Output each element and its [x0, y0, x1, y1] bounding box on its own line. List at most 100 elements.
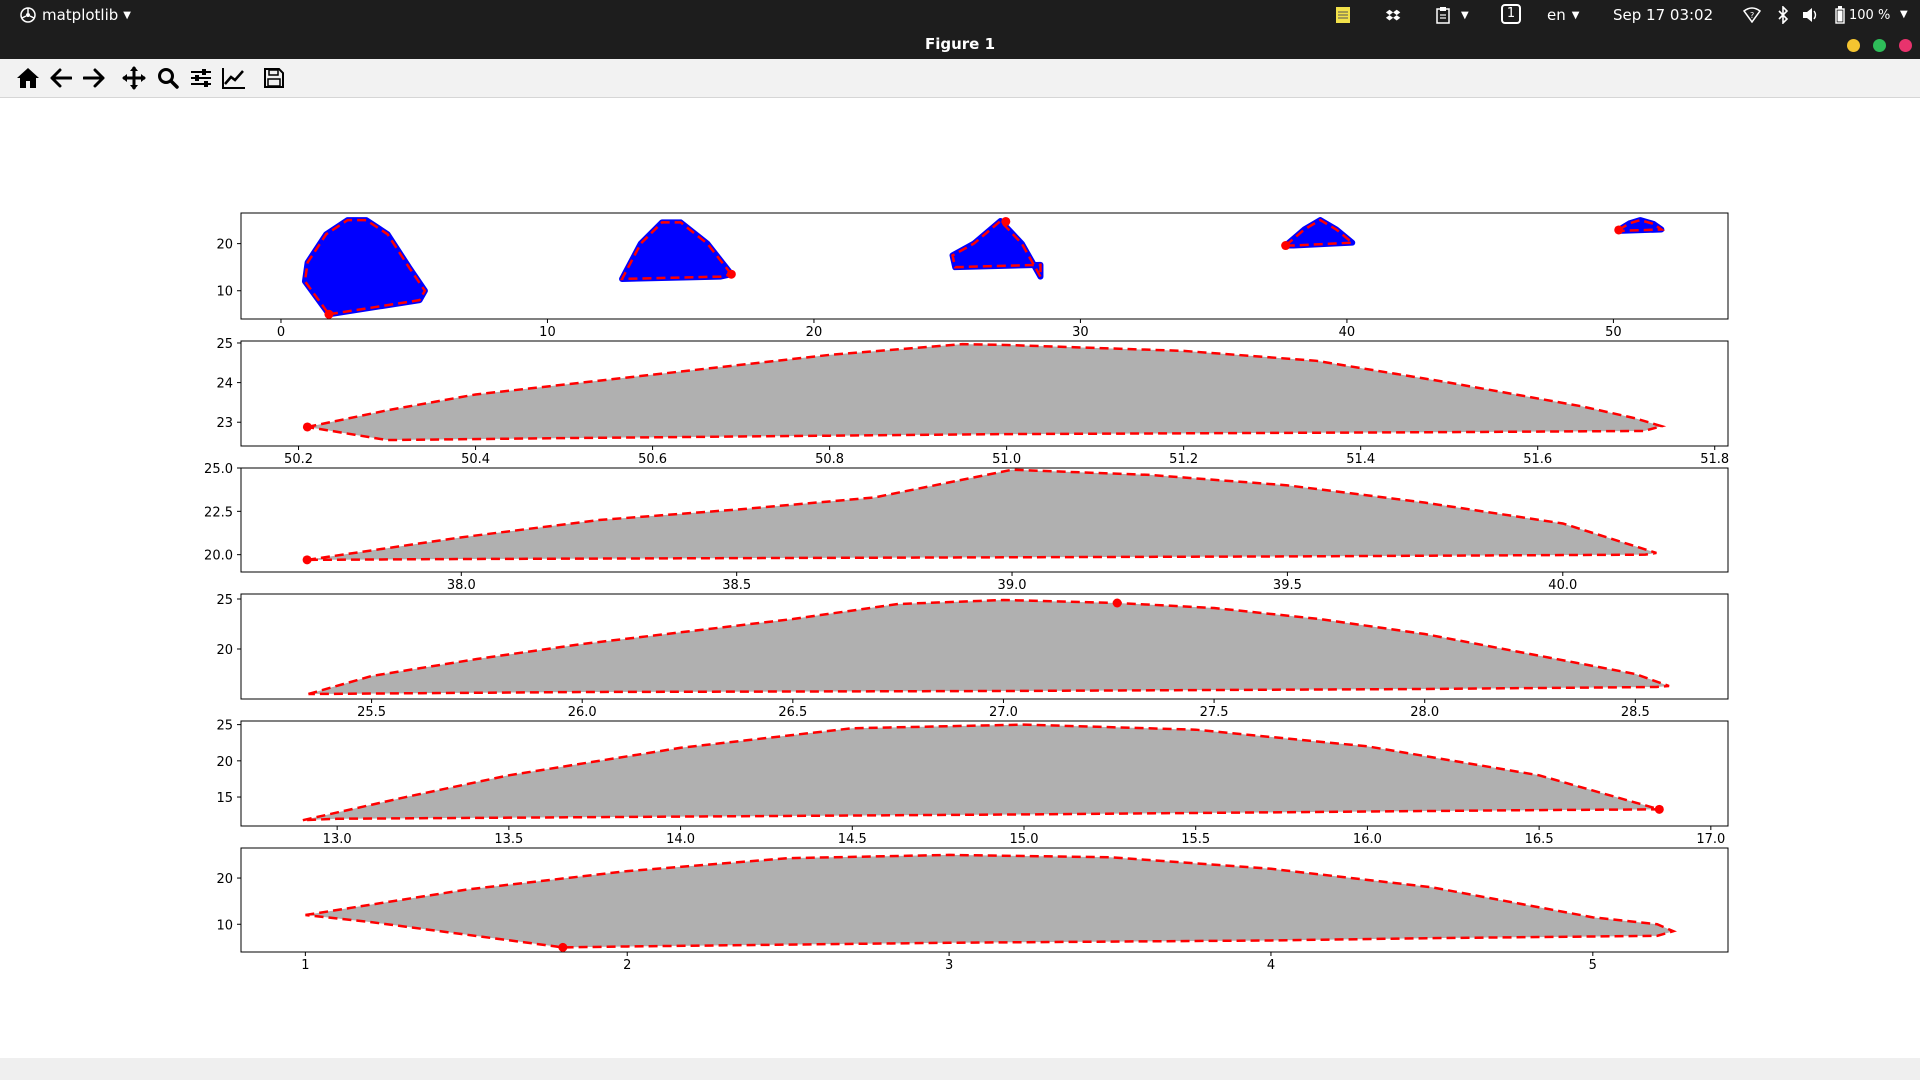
language-label: en [1547, 6, 1566, 24]
polygon-outline-5 [305, 853, 1677, 949]
maximize-button[interactable] [1873, 39, 1886, 52]
x-tick-label: 51.8 [1700, 452, 1729, 467]
notes-icon[interactable] [1335, 6, 1351, 24]
x-tick-label: 15.0 [1010, 832, 1039, 847]
x-tick-label: 38.0 [447, 578, 476, 593]
wifi-icon[interactable]: ? [1743, 7, 1761, 23]
filled-polygon-1 [307, 344, 1662, 441]
x-tick-label: 0 [277, 325, 285, 340]
shape-outline-4 [1284, 218, 1356, 247]
x-tick-label: 26.0 [568, 705, 597, 720]
x-tick-label: 26.5 [778, 705, 807, 720]
shape-outline-2 [619, 221, 733, 281]
y-tick-label: 24 [216, 377, 233, 392]
home-button[interactable] [14, 64, 42, 92]
save-button[interactable] [260, 64, 288, 92]
start-marker-1 [324, 309, 334, 319]
x-tick-label: 20 [806, 325, 823, 340]
polygon-outline-2 [306, 468, 1657, 562]
x-tick-label: 3 [945, 958, 953, 973]
system-top-bar: matplotlib ▼ ▼ 1 en ▼ Sep 17 03:02 ? [0, 0, 1920, 30]
y-tick-label: 20 [216, 872, 233, 887]
x-tick-label: 39.0 [998, 578, 1027, 593]
x-tick-label: 2 [623, 958, 631, 973]
configure-subplots-icon [191, 69, 211, 87]
x-tick-label: 39.5 [1273, 578, 1302, 593]
x-tick-label: 30 [1072, 325, 1089, 340]
forward-icon [83, 68, 105, 88]
start-marker-4 [1281, 241, 1291, 251]
dropbox-icon[interactable] [1385, 7, 1401, 23]
start-marker-2 [726, 269, 736, 279]
figure: 0 10 20 30 40 50 10 20 50.2 50.4 50.6 50.8 51.0 51.2 5… [204, 212, 1729, 973]
clipboard-menu[interactable]: ▼ [1435, 6, 1469, 24]
x-tick-label: 50.6 [638, 452, 667, 467]
y-tick-label: 20 [216, 238, 233, 253]
x-tick-label: 51.6 [1523, 452, 1552, 467]
clock[interactable]: Sep 17 03:02 [1613, 6, 1714, 24]
x-tick-label: 27.0 [989, 705, 1018, 720]
app-menu[interactable]: matplotlib ▼ [20, 5, 131, 25]
back-icon [50, 68, 72, 88]
pan-button[interactable] [120, 64, 148, 92]
back-button[interactable] [47, 64, 75, 92]
x-tick-label: 51.2 [1169, 452, 1198, 467]
zoom-button[interactable] [154, 64, 182, 92]
y-tick-label: 25.0 [204, 462, 233, 477]
start-marker-3 [1001, 216, 1011, 226]
y-tick-label: 25 [216, 593, 233, 608]
bluetooth-icon[interactable] [1777, 6, 1789, 24]
y-tick-label: 22.5 [204, 505, 233, 520]
x-tick-label: 27.5 [1200, 705, 1229, 720]
y-tick-label: 15 [216, 791, 233, 806]
figure-canvas[interactable]: 0 10 20 30 40 50 10 20 50.2 50.4 50.6 50.8 51.0 51.2 5… [0, 98, 1920, 1058]
start-marker-3 [1112, 598, 1122, 608]
x-tick-label: 5 [1589, 958, 1597, 973]
workspace-indicator[interactable]: 1 [1501, 4, 1521, 24]
volume-icon[interactable] [1802, 7, 1820, 23]
configure-subplots-button[interactable] [187, 64, 215, 92]
window-title: Figure 1 [924, 35, 996, 53]
x-tick-label: 51.4 [1346, 452, 1375, 467]
edit-axis-icon [222, 68, 245, 89]
shape-outline-5 [1618, 218, 1666, 233]
battery-indicator[interactable]: 100 % [1835, 6, 1890, 24]
status-bar [0, 1058, 1920, 1080]
app-icon [20, 7, 36, 23]
x-tick-label: 40.0 [1548, 578, 1577, 593]
clipboard-icon [1436, 7, 1450, 24]
filled-polygon-2 [307, 469, 1657, 560]
app-name: matplotlib [42, 6, 119, 24]
x-tick-label: 13.0 [323, 832, 352, 847]
y-tick-label: 10 [216, 918, 233, 933]
chevron-down-icon[interactable]: ▼ [1900, 9, 1908, 20]
shape-outline-1 [303, 218, 427, 316]
minimize-button[interactable] [1847, 39, 1860, 52]
start-marker-4 [1654, 804, 1664, 814]
x-tick-label: 38.5 [722, 578, 751, 593]
start-marker-5 [1614, 225, 1624, 235]
x-tick-label: 16.0 [1353, 832, 1382, 847]
edit-axis-button[interactable] [220, 64, 248, 92]
y-tick-label: 10 [216, 285, 233, 300]
x-tick-label: 17.0 [1696, 832, 1725, 847]
chevron-down-icon: ▼ [123, 9, 131, 21]
battery-icon [1835, 6, 1845, 24]
shape-outline-3 [951, 219, 1042, 278]
language-menu[interactable]: en ▼ [1547, 6, 1579, 24]
workspace-number: 1 [1506, 6, 1516, 21]
x-tick-label: 50.8 [815, 452, 844, 467]
filled-polygon-3 [308, 600, 1670, 694]
forward-button[interactable] [80, 64, 108, 92]
y-tick-label: 20 [216, 755, 233, 770]
x-tick-label: 50.2 [284, 452, 313, 467]
zoom-icon [158, 68, 179, 89]
polygon-outline-1 [307, 342, 1667, 442]
x-tick-label: 51.0 [992, 452, 1021, 467]
x-tick-label: 14.0 [666, 832, 695, 847]
x-tick-label: 25.5 [357, 705, 386, 720]
start-marker-2 [302, 555, 312, 565]
save-icon [264, 68, 284, 88]
close-button[interactable] [1899, 39, 1912, 52]
x-tick-label: 40 [1339, 325, 1356, 340]
